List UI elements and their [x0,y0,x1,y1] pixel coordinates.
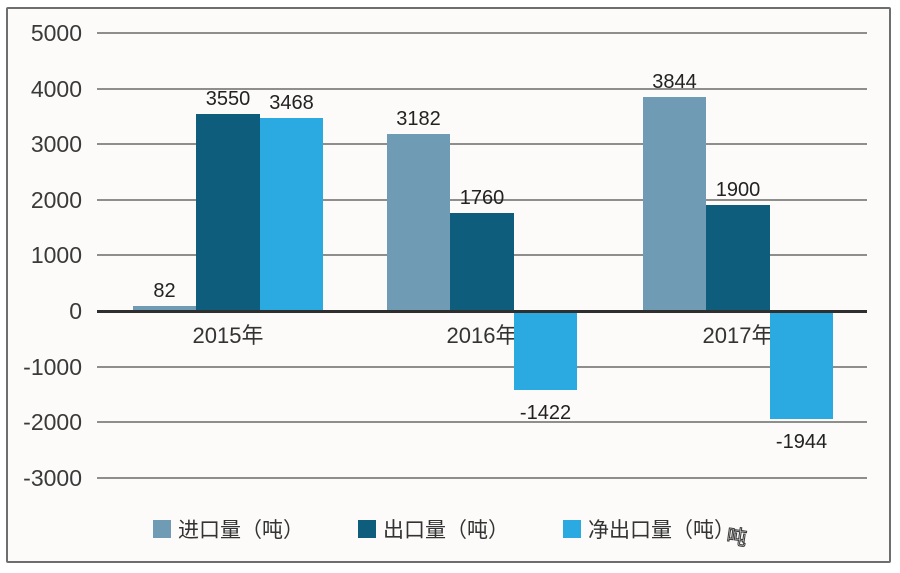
y-tick-label--1000: -1000 [23,353,82,380]
data-label-export-2015年: 3550 [205,87,251,110]
y-tick-label--2000: -2000 [23,409,82,436]
legend-item-import: 进口量（吨） [153,514,304,544]
x-axis-label-2017: 2017年 [702,323,774,348]
data-label-import-2017年: 3844 [652,71,697,94]
y-tick-label--3000: -3000 [23,464,82,491]
gridline--1000 [97,365,867,368]
zero-axis-line [97,310,867,313]
y-tick-label-3000: 3000 [30,131,82,158]
bar-export-2017年 [706,205,770,311]
x-axis-label-2015: 2015年 [192,323,264,348]
y-tick-label-2000: 2000 [30,186,82,213]
data-label-net-export-2017年: -1944 [775,431,828,454]
bar-import-2016年 [386,134,451,311]
data-label-net-export-2015年: 3468 [269,92,314,115]
bar-export-2016年 [450,213,514,311]
legend-swatch-export [358,520,376,538]
bar-import-2017年 [642,97,707,311]
legend-item-export: 出口量（吨） [358,514,509,544]
bar-import-2015年 [132,306,197,311]
y-tick-label-5000: 5000 [30,20,82,46]
bar-export-2015年 [196,113,260,311]
legend-label-export: 出口量（吨） [383,519,509,542]
legend-label-net-export: 净出口量（吨） [588,519,735,542]
y-tick-label-0: 0 [69,298,82,324]
bar-net-export-2015年 [259,118,324,311]
gridline-4000 [97,87,867,90]
data-label-import-2016年: 3182 [396,108,441,131]
y-tick-label-1000: 1000 [30,242,82,269]
gridline--2000 [97,421,867,424]
data-label-import-2015年: 82 [153,280,176,303]
y-tick-label-4000: 4000 [30,75,82,102]
data-label-export-2017年: 1900 [715,179,761,202]
legend-item-net-export: 净出口量（吨） [563,514,735,544]
bar-net-export-2016年 [513,311,578,391]
legend-swatch-import [153,520,171,538]
data-label-net-export-2016年: -1422 [519,402,572,425]
legend-label-import: 进口量（吨） [178,519,304,542]
gridline-5000 [97,32,867,34]
gridline--3000 [97,476,867,479]
watermark-glyph: 吨 [725,525,749,551]
bar-net-export-2017年 [769,311,834,420]
gridline-3000 [97,143,867,146]
legend-swatch-net-export [563,520,581,538]
x-axis-label-2016: 2016年 [446,323,518,348]
gridline-2000 [97,198,867,201]
data-label-export-2016年: 1760 [459,187,505,210]
